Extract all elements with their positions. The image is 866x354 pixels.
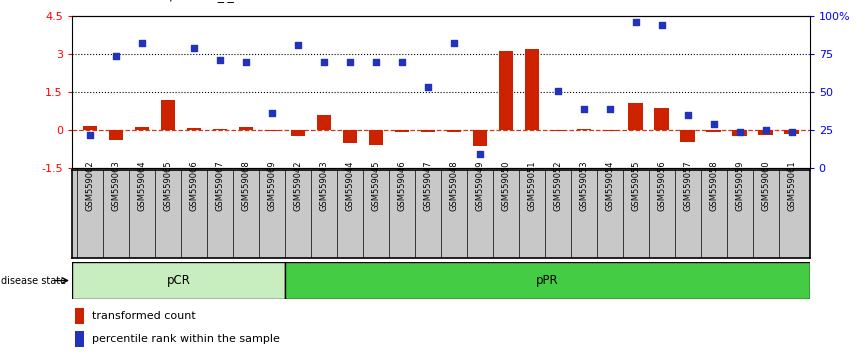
Bar xyxy=(285,262,810,299)
Point xyxy=(733,129,746,135)
Point xyxy=(655,22,669,28)
Point xyxy=(161,1,175,7)
Point xyxy=(759,127,772,133)
Point xyxy=(369,59,383,64)
Text: pCR: pCR xyxy=(166,274,191,287)
Point xyxy=(291,42,305,48)
Bar xyxy=(551,130,565,131)
Bar xyxy=(187,128,201,130)
Bar xyxy=(733,130,746,136)
Bar xyxy=(499,51,513,130)
Point xyxy=(551,88,565,93)
Bar xyxy=(109,130,123,140)
Bar xyxy=(395,130,409,132)
Bar xyxy=(317,115,331,130)
Text: transformed count: transformed count xyxy=(92,311,196,321)
Bar xyxy=(291,130,305,136)
Bar xyxy=(525,49,539,130)
Bar xyxy=(161,100,175,130)
Point xyxy=(681,112,695,118)
Text: pPR: pPR xyxy=(536,274,559,287)
Point xyxy=(213,57,227,63)
Bar xyxy=(83,126,97,130)
Point xyxy=(187,45,201,51)
Point xyxy=(83,132,97,137)
Bar xyxy=(629,103,643,130)
Point xyxy=(265,110,279,116)
Point xyxy=(421,85,435,90)
Bar xyxy=(785,130,798,134)
Bar xyxy=(135,127,149,130)
Point xyxy=(447,40,461,46)
Point xyxy=(629,19,643,25)
Text: percentile rank within the sample: percentile rank within the sample xyxy=(92,334,280,344)
Point xyxy=(239,59,253,64)
Bar xyxy=(759,130,772,135)
Point xyxy=(343,59,357,64)
Bar xyxy=(369,130,383,145)
Point xyxy=(785,129,798,135)
Bar xyxy=(239,126,253,130)
Bar xyxy=(75,331,85,347)
Bar xyxy=(473,130,487,146)
Point xyxy=(473,152,487,157)
Point xyxy=(317,59,331,64)
Point xyxy=(707,121,721,127)
Text: disease state: disease state xyxy=(1,275,66,286)
Bar xyxy=(213,129,227,130)
Text: GDS3721 / 34031_i_at: GDS3721 / 34031_i_at xyxy=(107,0,246,2)
Bar xyxy=(75,308,85,324)
Bar xyxy=(577,129,591,130)
Point xyxy=(603,106,617,112)
Bar xyxy=(707,130,721,132)
Bar xyxy=(343,130,357,143)
Point xyxy=(109,53,123,58)
Bar xyxy=(655,108,669,130)
Bar xyxy=(603,130,617,131)
Point xyxy=(135,40,149,46)
Bar xyxy=(681,130,695,142)
Point xyxy=(577,106,591,112)
Bar xyxy=(421,130,435,132)
Bar xyxy=(265,130,279,131)
Bar xyxy=(447,130,461,132)
Bar xyxy=(72,262,285,299)
Point xyxy=(395,59,409,64)
